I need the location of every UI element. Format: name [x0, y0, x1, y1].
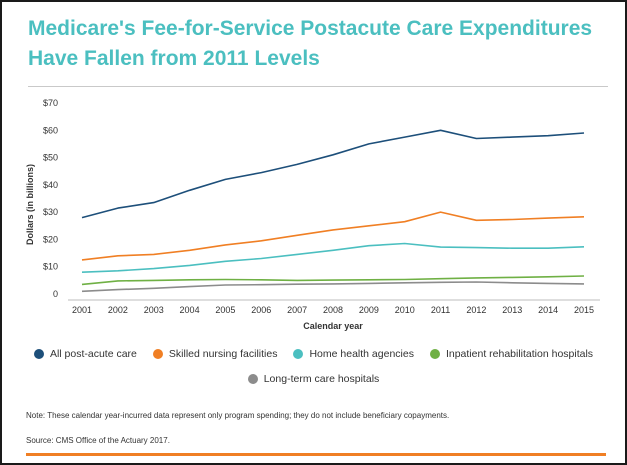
y-tick-label: $60 — [43, 125, 58, 135]
legend-item: All post-acute care — [33, 348, 137, 360]
x-tick-label: 2008 — [323, 305, 343, 315]
series-lines — [81, 129, 585, 293]
legend-row-2: Long-term care hospitals — [0, 373, 627, 385]
series-line-4 — [81, 281, 585, 293]
x-tick-label: 2011 — [431, 305, 450, 315]
legend-item: Long-term care hospitals — [247, 373, 380, 385]
x-tick-label: 2002 — [108, 305, 128, 315]
chart-source: Source: CMS Office of the Actuary 2017. — [26, 436, 170, 445]
legend-item: Inpatient rehabilitation hospitals — [429, 348, 594, 360]
x-tick-label: 2009 — [359, 305, 379, 315]
legend-label: Skilled nursing facilities — [168, 348, 278, 360]
x-tick-label: 2004 — [180, 305, 200, 315]
legend-dot-icon — [429, 349, 440, 359]
y-tick-label: $50 — [43, 153, 58, 163]
series-line-1 — [81, 211, 585, 261]
y-tick-label: $20 — [43, 234, 58, 244]
x-tick-label: 2007 — [287, 305, 307, 315]
bottom-accent-rule — [26, 453, 606, 456]
y-tick-label: $40 — [43, 180, 58, 190]
x-axis-title: Calendar year — [303, 321, 363, 331]
legend-dot-icon — [293, 349, 304, 359]
x-tick-label: 2001 — [72, 305, 92, 315]
legend-label: All post-acute care — [49, 348, 137, 360]
legend-dot-icon — [247, 374, 258, 384]
legend-item: Home health agencies — [293, 348, 414, 360]
legend-dot-icon — [33, 349, 44, 359]
x-tick-label: 2015 — [574, 305, 594, 315]
y-tick-label: 0 — [53, 289, 58, 299]
legend-label: Long-term care hospitals — [263, 373, 380, 385]
x-tick-label: 2006 — [251, 305, 271, 315]
chart-title: Medicare's Fee-for-Service Postacute Car… — [28, 17, 593, 70]
x-tick-label: 2014 — [538, 305, 558, 315]
series-line-0 — [81, 129, 585, 219]
y-tick-label: $10 — [43, 262, 58, 272]
legend-label: Home health agencies — [309, 348, 414, 360]
y-tick-label: $70 — [43, 98, 58, 108]
y-axis-ticks: 0 $10 $20 $30 $40 $50 $60 $70 — [43, 98, 58, 299]
x-tick-label: 2005 — [215, 305, 235, 315]
legend-item: Skilled nursing facilities — [152, 348, 278, 360]
x-tick-label: 2010 — [395, 305, 415, 315]
y-tick-label: $30 — [43, 207, 58, 217]
title-divider — [28, 86, 608, 87]
series-line-3 — [81, 275, 585, 286]
y-axis-title: Dollars (in billions) — [25, 164, 35, 245]
legend-row-1: All post-acute care Skilled nursing faci… — [0, 348, 627, 360]
x-tick-label: 2012 — [466, 305, 486, 315]
legend-dot-icon — [152, 349, 163, 359]
chart-note: Note: These calendar year-incurred data … — [26, 411, 450, 420]
legend-label: Inpatient rehabilitation hospitals — [445, 348, 594, 360]
x-tick-label: 2013 — [502, 305, 522, 315]
series-line-2 — [81, 242, 585, 273]
x-tick-label: 2003 — [144, 305, 164, 315]
x-axis-ticks: 2001 2002 2003 2004 2005 2006 2007 2008 2009 2010… — [72, 305, 594, 315]
